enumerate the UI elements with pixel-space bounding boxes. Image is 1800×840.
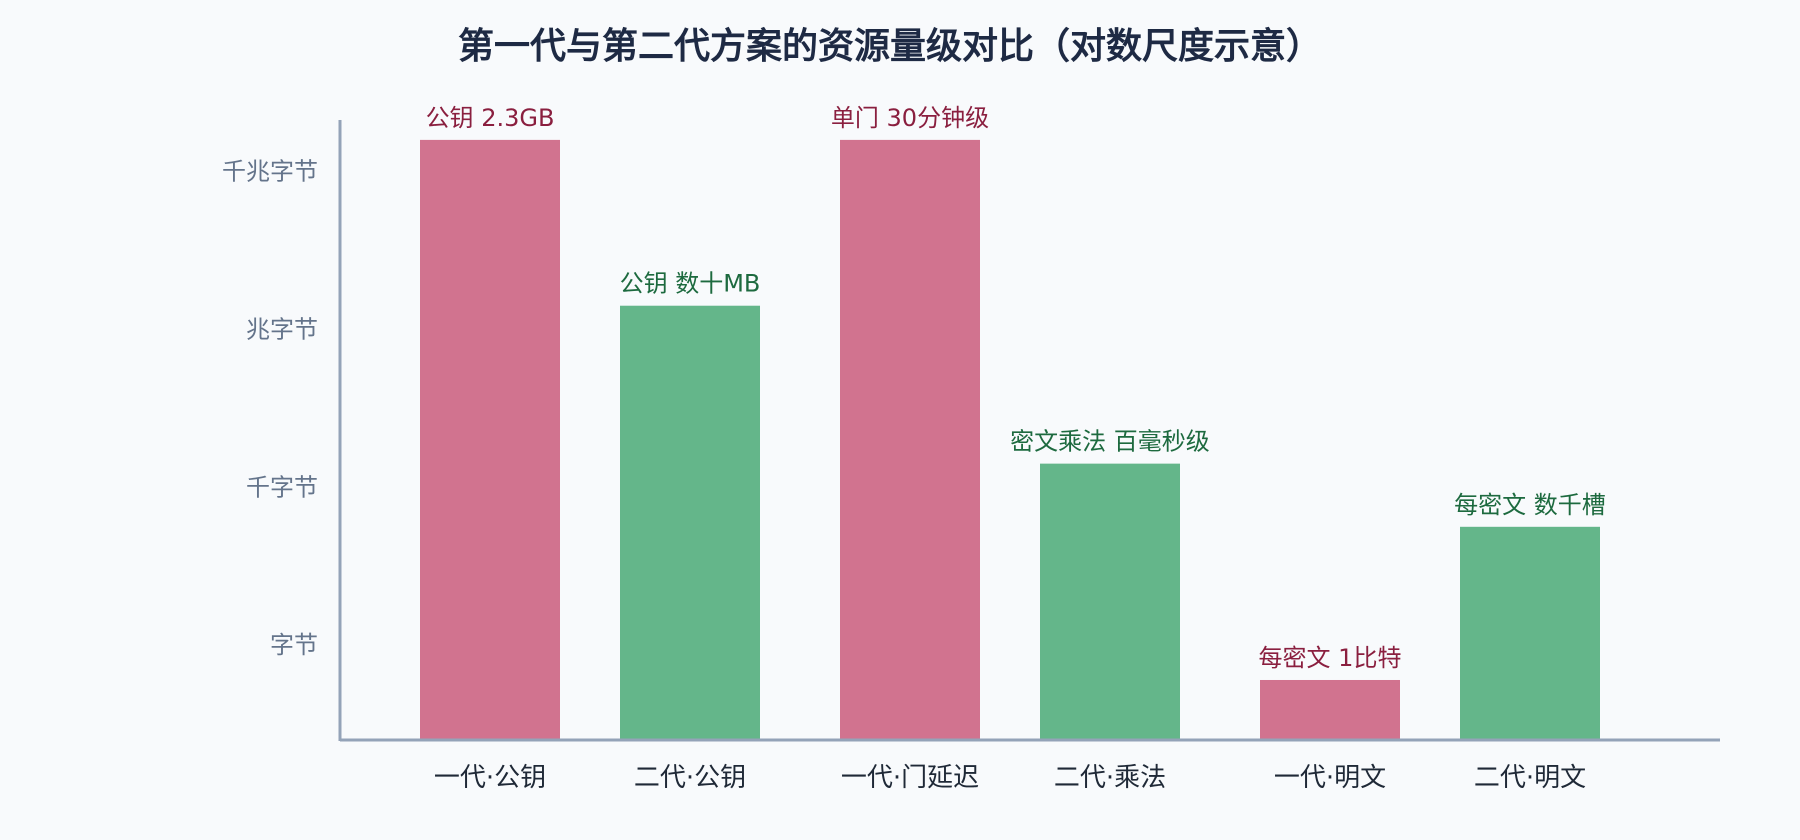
y-tick-label: 千兆字节 <box>222 157 318 185</box>
x-tick-label: 二代·公钥 <box>634 763 746 793</box>
bar-value-label: 每密文 1比特 <box>1259 644 1402 672</box>
bar <box>1460 526 1600 740</box>
x-tick-label: 一代·明文 <box>1274 763 1386 793</box>
y-tick-label: 兆字节 <box>246 315 318 343</box>
x-tick-label: 二代·乘法 <box>1054 763 1166 793</box>
x-tick-label: 二代·明文 <box>1474 763 1586 793</box>
bar-value-label: 每密文 数千槽 <box>1454 491 1606 519</box>
bar-value-label: 公钥 数十MB <box>620 270 761 298</box>
x-axis-ticks: 一代·公钥 二代·公钥 一代·门延迟 二代·乘法 一代·明文 二代·明文 <box>434 763 1586 793</box>
bar-value-label: 公钥 2.3GB <box>426 104 555 132</box>
x-tick-label: 一代·公钥 <box>434 763 546 793</box>
bar-value-label: 密文乘法 百毫秒级 <box>1010 428 1210 456</box>
y-axis-ticks: 字节 千字节 兆字节 千兆字节 <box>222 157 318 659</box>
chart-title: 第一代与第二代方案的资源量级对比（对数尺度示意） <box>458 26 1322 67</box>
bar <box>1040 463 1180 740</box>
bar <box>620 305 760 740</box>
x-tick-label: 一代·门延迟 <box>841 763 979 793</box>
bar-value-label: 单门 30分钟级 <box>831 104 989 132</box>
y-tick-label: 字节 <box>270 631 318 659</box>
bar <box>420 139 560 740</box>
y-tick-label: 千字节 <box>246 473 318 501</box>
bar <box>840 139 980 740</box>
bars <box>420 139 1600 740</box>
bar <box>1260 679 1400 740</box>
